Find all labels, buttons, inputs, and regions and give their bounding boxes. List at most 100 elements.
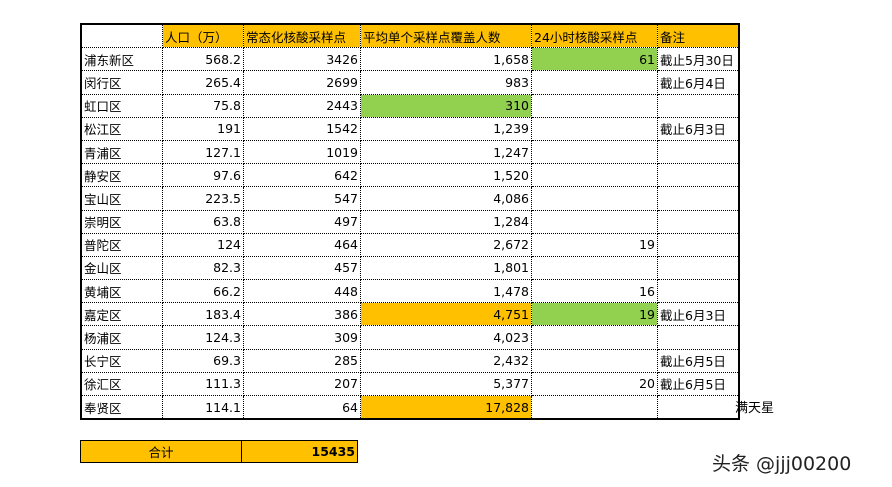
district-cell: 普陀区: [80, 232, 163, 257]
number-cell: 1,658: [360, 47, 532, 72]
number-cell: 19: [531, 232, 658, 257]
data-row: 浦东新区 568.2 3426 1,658 61 截止5月30日: [80, 47, 740, 72]
number-cell: [531, 255, 658, 281]
number-cell: 2,432: [360, 348, 532, 373]
number-cell: 4,086: [360, 186, 532, 211]
number-cell: 642: [243, 163, 361, 188]
district-cell: 杨浦区: [80, 325, 163, 350]
number-cell: 20: [531, 371, 658, 397]
data-row: 嘉定区 183.4 386 4,751 19 截止6月3日: [80, 302, 740, 327]
data-row: 普陀区 124 464 2,672 19: [80, 232, 740, 257]
number-cell: 3426: [243, 47, 361, 72]
total-row: 合计 15435: [80, 440, 358, 463]
number-cell: [531, 139, 658, 165]
total-value: 15435: [241, 440, 358, 463]
number-cell: 309: [243, 325, 361, 350]
number-cell: 207: [243, 371, 361, 397]
number-cell: 114.1: [162, 395, 244, 420]
header-cell: 24小时核酸采样点: [531, 23, 658, 49]
number-cell: 183.4: [162, 302, 244, 327]
number-cell: 223.5: [162, 186, 244, 211]
number-cell: 61: [531, 47, 658, 72]
data-row: 奉贤区 114.1 64 17,828: [80, 395, 740, 420]
number-cell: 1,239: [360, 116, 532, 141]
number-cell: 1,247: [360, 139, 532, 165]
number-cell: 1,478: [360, 279, 532, 304]
note-cell: [657, 395, 740, 420]
number-cell: 464: [243, 232, 361, 257]
side-note: 满天星: [735, 401, 775, 416]
district-cell: 黄埔区: [80, 279, 163, 304]
number-cell: 1019: [243, 139, 361, 165]
note-cell: [657, 186, 740, 211]
note-cell: [657, 139, 740, 165]
header-cell: 人口（万）: [162, 23, 244, 49]
note-cell: [657, 325, 740, 350]
note-cell: 截止6月3日: [657, 116, 740, 141]
header-cell: 常态化核酸采样点: [243, 23, 361, 49]
district-cell: 徐汇区: [80, 371, 163, 397]
number-cell: 97.6: [162, 163, 244, 188]
number-cell: 64: [243, 395, 361, 420]
note-cell: 截止6月5日: [657, 348, 740, 373]
number-cell: [531, 186, 658, 211]
note-cell: 截止6月3日: [657, 302, 740, 327]
district-cell: 松江区: [80, 116, 163, 141]
number-cell: 191: [162, 116, 244, 141]
number-cell: 568.2: [162, 47, 244, 72]
number-cell: 2,672: [360, 232, 532, 257]
number-cell: 457: [243, 255, 361, 281]
data-row: 金山区 82.3 457 1,801: [80, 255, 740, 281]
number-cell: [531, 395, 658, 420]
note-cell: 截止5月30日: [657, 47, 740, 72]
number-cell: 82.3: [162, 255, 244, 281]
number-cell: 310: [360, 93, 532, 118]
note-cell: [657, 232, 740, 257]
number-cell: 124.3: [162, 325, 244, 350]
data-row: 徐汇区 111.3 207 5,377 20 截止6月5日: [80, 371, 740, 397]
data-row: 宝山区 223.5 547 4,086: [80, 186, 740, 211]
number-cell: [531, 93, 658, 118]
number-cell: [531, 325, 658, 350]
data-row: 闵行区 265.4 2699 983 截止6月4日: [80, 70, 740, 95]
number-cell: 4,023: [360, 325, 532, 350]
note-cell: [657, 279, 740, 304]
number-cell: 265.4: [162, 70, 244, 95]
number-cell: 1,801: [360, 255, 532, 281]
number-cell: 69.3: [162, 348, 244, 373]
number-cell: 4,751: [360, 302, 532, 327]
district-cell: 青浦区: [80, 139, 163, 165]
number-cell: 1,284: [360, 209, 532, 234]
data-row: 松江区 191 1542 1,239 截止6月3日: [80, 116, 740, 141]
number-cell: [531, 70, 658, 95]
total-table: 合计 15435: [80, 440, 358, 463]
number-cell: [531, 209, 658, 234]
district-cell: 静安区: [80, 163, 163, 188]
header-cell: 备注: [657, 23, 740, 49]
note-cell: 截止6月5日: [657, 371, 740, 397]
number-cell: 448: [243, 279, 361, 304]
number-cell: 5,377: [360, 371, 532, 397]
number-cell: 1,520: [360, 163, 532, 188]
number-cell: 983: [360, 70, 532, 95]
number-cell: 63.8: [162, 209, 244, 234]
total-label: 合计: [80, 440, 242, 463]
data-table: 人口（万） 常态化核酸采样点 平均单个采样点覆盖人数 24小时核酸采样点 备注 浦东新区 5…: [80, 23, 740, 421]
number-cell: 17,828: [360, 395, 532, 420]
header-cell: [80, 23, 163, 49]
watermark: 头条 @jjj00200: [712, 453, 852, 475]
data-row: 杨浦区 124.3 309 4,023: [80, 325, 740, 350]
number-cell: 386: [243, 302, 361, 327]
number-cell: [531, 163, 658, 188]
header-cell: 平均单个采样点覆盖人数: [360, 23, 532, 49]
district-cell: 金山区: [80, 255, 163, 281]
district-cell: 宝山区: [80, 186, 163, 211]
number-cell: 497: [243, 209, 361, 234]
district-cell: 崇明区: [80, 209, 163, 234]
note-cell: [657, 93, 740, 118]
number-cell: 66.2: [162, 279, 244, 304]
data-row: 黄埔区 66.2 448 1,478 16: [80, 279, 740, 304]
note-cell: [657, 255, 740, 281]
note-cell: 截止6月4日: [657, 70, 740, 95]
